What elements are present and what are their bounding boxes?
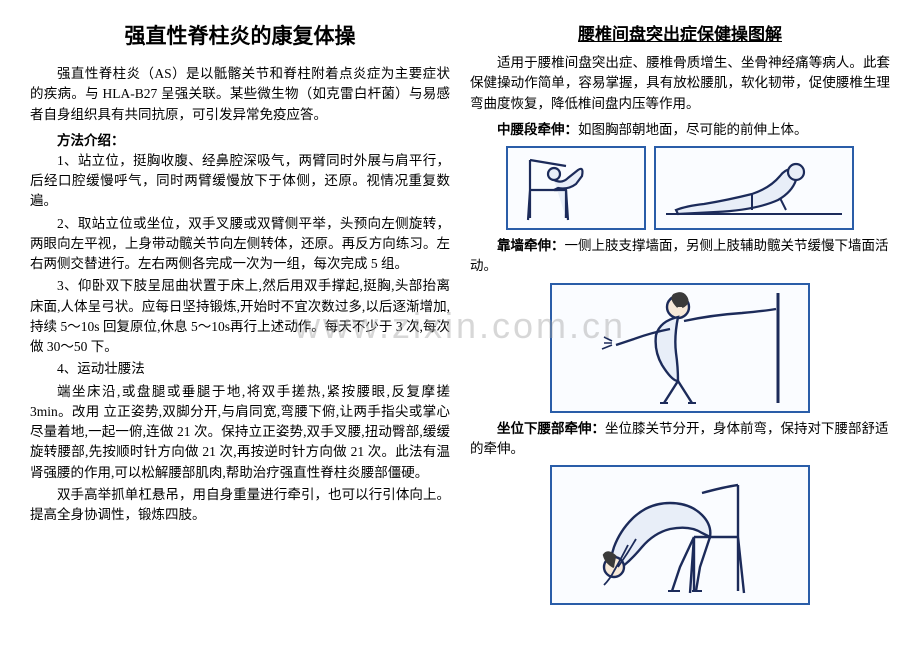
- prone-stretch-icon: [656, 148, 852, 228]
- ex1-bold: 中腰段牵伸：: [497, 122, 578, 137]
- left-p4: 4、运动壮腰法: [30, 359, 450, 379]
- ex2-illus: [550, 283, 810, 413]
- seated-bend-icon: [552, 467, 808, 603]
- method-title: 方法介绍：: [30, 129, 450, 149]
- ex3-illus-row: [470, 465, 890, 605]
- right-intro: 适用于腰椎间盘突出症、腰椎骨质增生、坐骨神经痛等病人。此套保健操动作简单，容易掌…: [470, 53, 890, 114]
- left-intro: 强直性脊柱炎（AS）是以骶髂关节和脊柱附着点炎症为主要症状的疾病。与 HLA-B…: [30, 64, 450, 125]
- page-container: 强直性脊柱炎的康复体操 强直性脊柱炎（AS）是以骶髂关节和脊柱附着点炎症为主要症…: [0, 0, 920, 629]
- left-p2: 2、取站立位或坐位，双手叉腰或双臂侧平举，头预向左侧旋转，两眼向左平视，上身带动…: [30, 214, 450, 275]
- left-p6: 双手高举抓单杠悬吊，用自身重量进行牵引，也可以行引体向上。提高全身协调性，锻炼四…: [30, 485, 450, 526]
- right-column: 腰椎间盘突出症保健操图解 适用于腰椎间盘突出症、腰椎骨质增生、坐骨神经痛等病人。…: [470, 20, 890, 609]
- left-column: 强直性脊柱炎的康复体操 强直性脊柱炎（AS）是以骶髂关节和脊柱附着点炎症为主要症…: [30, 20, 450, 609]
- ex1-rest: 如图胸部朝地面，尽可能的前伸上体。: [578, 122, 808, 137]
- ex2-label: 靠墙牵伸：一侧上肢支撑墙面，另侧上肢辅助髋关节缓慢下墙面活动。: [470, 236, 890, 277]
- ex2-bold: 靠墙牵伸：: [497, 238, 565, 253]
- ex1-label: 中腰段牵伸：如图胸部朝地面，尽可能的前伸上体。: [470, 120, 890, 140]
- ex3-bold: 坐位下腰部牵伸：: [497, 421, 605, 436]
- left-p3: 3、仰卧双下肢呈屈曲状置于床上,然后用双手撑起,挺胸,头部抬离床面,人体呈弓状。…: [30, 276, 450, 357]
- left-title: 强直性脊柱炎的康复体操: [30, 20, 450, 50]
- right-title: 腰椎间盘突出症保健操图解: [470, 20, 890, 45]
- ex3-label: 坐位下腰部牵伸：坐位膝关节分开，身体前弯，保持对下腰部舒适的牵伸。: [470, 419, 890, 460]
- left-p5: 端坐床沿,或盘腿或垂腿于地,将双手搓热,紧按腰眼,反复摩搓 3min。改用 立正…: [30, 382, 450, 483]
- ex1-illus-a: [506, 146, 646, 230]
- ex1-illus-row: [470, 146, 890, 230]
- left-p1: 1、站立位，挺胸收腹、经鼻腔深吸气，两臂同时外展与肩平行，后经口腔缓慢呼气，同时…: [30, 151, 450, 212]
- ex1-illus-b: [654, 146, 854, 230]
- wall-stretch-icon: [552, 285, 808, 411]
- ex3-illus: [550, 465, 810, 605]
- chair-lean-icon: [508, 148, 644, 228]
- ex2-illus-row: [470, 283, 890, 413]
